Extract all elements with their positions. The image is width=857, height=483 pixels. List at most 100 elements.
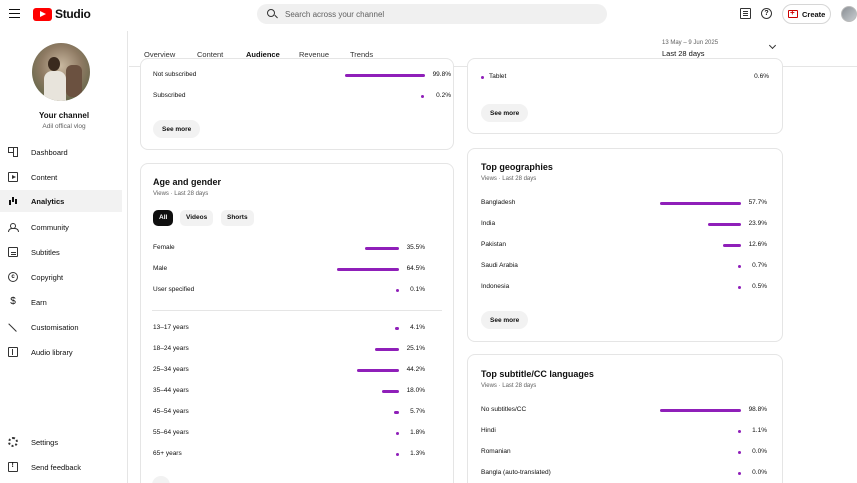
row-bar [345,74,425,77]
table-row: 25–34 years 44.2% [153,366,443,376]
row-value: 44.2% [406,366,425,373]
row-bar [337,268,399,271]
search-input[interactable] [285,7,585,21]
row-label: 45–54 years [153,408,189,415]
studio-logo[interactable]: Studio [33,7,91,21]
row-label: 25–34 years [153,366,189,373]
row-label: No subtitles/CC [481,406,527,413]
sidebar-item-earn[interactable]: $ Earn [0,291,122,313]
sidebar-item-customisation[interactable]: Customisation [0,316,122,338]
account-avatar[interactable] [841,6,857,22]
sidebar-item-settings[interactable]: Settings [0,431,122,453]
row-bar [707,223,741,226]
row-value: 99.8% [432,71,451,78]
table-row: Indonesia 0.5% [481,283,771,293]
card-subtitle: Views · Last 28 days [481,383,537,389]
settings-icon [8,437,18,447]
row-label: Hindi [481,427,496,434]
channel-avatar[interactable] [32,43,90,101]
table-row: Tablet 0.6% [481,73,771,83]
row-value: 4.1% [410,324,425,331]
sidebar-item-content[interactable]: Content [0,166,122,188]
customisation-icon [8,322,18,332]
sidebar-item-label: Earn [31,297,47,307]
tab-audience[interactable]: Audience [246,50,280,59]
menu-icon[interactable] [9,9,20,18]
see-more-button[interactable]: See more [481,104,529,122]
card-subtitle: Views · Last 28 days [481,176,537,182]
row-bar [396,432,399,435]
sidebar-item-label: Customisation [31,322,79,332]
filter-chip-videos[interactable]: Videos [180,210,214,226]
date-range-dates: 13 May – 9 Jun 2025 [662,40,719,46]
sidebar-item-copyright[interactable]: c Copyright [0,266,122,288]
table-row: India 23.9% [481,220,771,230]
sidebar-item-label: Dashboard [31,147,68,157]
table-row: 45–54 years 5.7% [153,408,443,418]
create-button[interactable]: Create [782,4,831,24]
sidebar-item-dashboard[interactable]: Dashboard [0,141,122,163]
row-label: 35–44 years [153,387,189,394]
see-more-button[interactable]: See more [153,120,201,138]
sidebar-item-audio-library[interactable]: Audio library [0,341,122,363]
subtitles-icon [8,247,18,257]
row-value: 0.7% [752,262,767,269]
community-icon [8,222,19,232]
tab-revenue[interactable]: Revenue [299,50,330,59]
row-bar [738,265,741,268]
row-bar [738,430,741,433]
row-value: 25.1% [406,345,425,352]
row-value: 0.1% [410,286,425,293]
row-label: 55–64 years [153,429,189,436]
see-more-button[interactable] [152,476,170,483]
row-label: India [481,220,496,227]
create-label: Create [802,9,826,19]
youtube-play-icon [33,7,52,21]
row-value: 0.2% [436,92,451,99]
top-subtitle-languages-card: Top subtitle/CC languages Views · Last 2… [467,354,783,483]
row-value: 35.5% [406,244,425,251]
row-bar [481,76,484,79]
date-range-label: Last 28 days [662,49,705,58]
row-value: 23.9% [748,220,767,227]
sidebar-item-label: Send feedback [31,462,82,472]
sidebar-item-send-feedback[interactable]: Send feedback [0,456,122,478]
row-value: 1.1% [752,427,767,434]
row-label: Subscribed [153,92,186,99]
sidebar-item-analytics[interactable]: Analytics [0,190,122,212]
row-bar [421,95,424,98]
earn-icon: $ [10,296,16,307]
row-label: Bangla (auto-translated) [481,469,551,476]
see-more-button[interactable]: See more [481,311,529,329]
search-bar[interactable] [257,4,607,24]
tab-trends[interactable]: Trends [350,50,374,59]
row-bar [393,411,399,414]
filter-chip-all[interactable]: All [153,210,174,226]
search-icon[interactable] [267,9,275,17]
row-bar [396,289,399,292]
row-label: Indonesia [481,283,510,290]
subscription-status-card: Not subscribed 99.8% Subscribed 0.2% See… [140,58,454,150]
row-label: Male [153,265,168,272]
row-label: Saudi Arabia [481,262,518,269]
row-label: Pakistan [481,241,506,248]
table-row: Bangladesh 57.7% [481,199,771,209]
copyright-icon: c [8,272,18,282]
sidebar-item-subtitles[interactable]: Subtitles [0,241,122,263]
filter-chip-shorts[interactable]: Shorts [221,210,254,226]
row-label: 18–24 years [153,345,189,352]
row-bar [723,244,741,247]
card-subtitle: Views · Last 28 days [153,191,209,197]
tab-content[interactable]: Content [197,50,224,59]
tab-overview[interactable]: Overview [144,50,176,59]
help-icon[interactable]: ? [761,8,772,19]
table-row: No subtitles/CC 98.8% [481,406,771,416]
messages-icon[interactable] [740,8,751,19]
table-row: 65+ years 1.3% [153,450,443,460]
table-row: 55–64 years 1.8% [153,429,443,439]
top-bar: Studio ? Create [0,0,857,30]
sidebar-item-label: Analytics [31,196,65,206]
row-bar [660,202,741,205]
row-bar [374,348,399,351]
sidebar-item-community[interactable]: Community [0,216,122,238]
